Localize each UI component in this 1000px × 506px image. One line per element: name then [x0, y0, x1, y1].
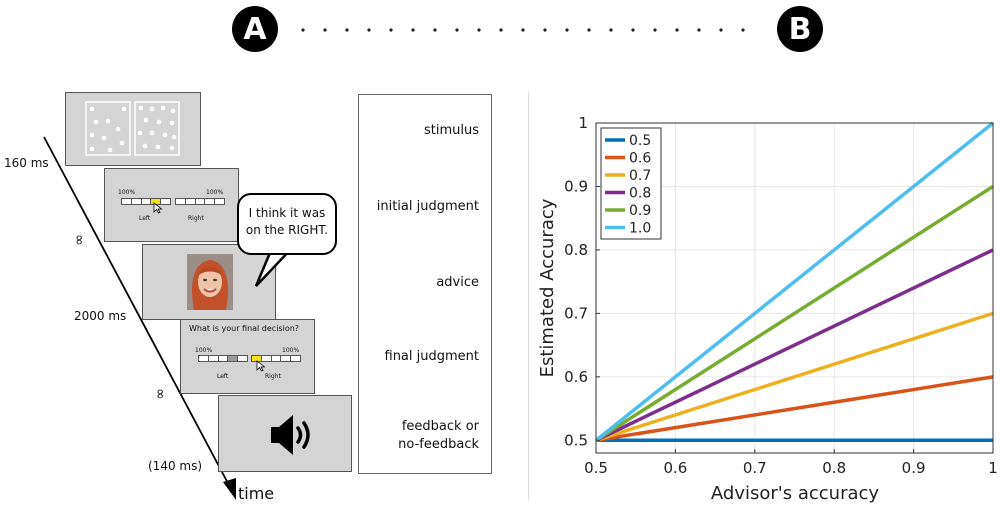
y-tick-label: 1 [578, 114, 588, 132]
feedback-screen [218, 395, 352, 472]
series-line-0.9 [595, 184, 994, 442]
speaker-icon [271, 415, 310, 455]
stage-stimulus: stimulus [423, 123, 479, 138]
series-line-0.7 [595, 311, 994, 442]
advice-text-line-1: I think it was [248, 206, 326, 220]
advice-speech-bubble: I think it was on the RIGHT. [237, 193, 337, 255]
advisor-face-icon [187, 254, 233, 310]
y-tick-label: 0.5 [564, 431, 588, 449]
left-confidence-scale[interactable] [121, 198, 171, 205]
timing-stimulus: 160 ms [4, 156, 49, 170]
cursor-icon [153, 202, 163, 214]
legend-label: 0.9 [629, 203, 651, 219]
selected-scale-cell [151, 199, 162, 204]
stage-labels-box: stimulus initial judgment advice final j… [358, 94, 492, 474]
y-tick-label: 0.9 [564, 177, 588, 195]
legend-label: 0.8 [629, 186, 651, 202]
timing-advice: 2000 ms [74, 309, 127, 323]
final-left-side-label: Left [217, 373, 229, 380]
left-side-label: Left [139, 215, 151, 222]
x-tick-label: 1 [988, 459, 998, 477]
final-right-confidence-label: 100% [282, 347, 300, 354]
chart-plot-frame [595, 122, 994, 454]
stage-initial-judgment: initial judgment [376, 199, 479, 214]
y-axis-label: Estimated Accuracy [537, 198, 558, 377]
x-tick-label: 0.7 [743, 459, 767, 477]
advice-text-line-2: on the RIGHT. [245, 223, 329, 237]
legend-label: 0.6 [629, 151, 651, 167]
final-judgment-screen: What is your final decision? 100% 100% L… [180, 319, 315, 394]
x-tick-label: 0.9 [902, 459, 926, 477]
panel-b-badge: B [777, 6, 823, 52]
legend-label: 1.0 [629, 221, 651, 237]
right-confidence-scale[interactable] [175, 198, 225, 205]
series-line-0.8 [595, 248, 994, 442]
stage-advice: advice [436, 275, 479, 290]
x-tick-label: 0.8 [822, 459, 846, 477]
final-left-confidence-label: 100% [195, 347, 213, 354]
final-right-side-label: Right [265, 373, 281, 380]
timeline-arrow [43, 136, 236, 500]
legend-label: 0.5 [629, 133, 651, 149]
x-axis-label: Advisor's accuracy [711, 483, 879, 504]
right-confidence-label: 100% [206, 189, 224, 196]
stage-final-judgment: final judgment [384, 349, 480, 364]
initial-judgment-screen: 100% 100% Left Right [104, 168, 239, 242]
x-tick-label: 0.5 [584, 459, 608, 477]
timing-feedback: (140 ms) [148, 459, 203, 473]
time-axis-label: time [238, 484, 275, 503]
x-tick-label: 0.6 [663, 459, 687, 477]
panel-separator [528, 92, 529, 500]
right-side-label: Right [188, 215, 204, 222]
panel-connector-dots [292, 28, 762, 32]
y-tick-label: 0.8 [564, 241, 588, 259]
series-line-0.6 [595, 375, 994, 443]
legend-label: 0.7 [629, 168, 651, 184]
stage-feedback: feedback or no-feedback [398, 419, 479, 452]
advice-screen [142, 244, 276, 320]
left-confidence-label: 100% [118, 189, 136, 196]
y-tick-label: 0.6 [564, 368, 588, 386]
legend-box [600, 127, 662, 240]
series-line-1.0 [594, 121, 995, 442]
final-cursor-icon [256, 360, 266, 372]
y-tick-label: 0.7 [564, 304, 588, 322]
final-question: What is your final decision? [189, 324, 300, 333]
stimulus-screen [65, 92, 201, 166]
final-right-confidence-scale[interactable] [251, 355, 301, 362]
final-left-confidence-scale[interactable] [198, 355, 248, 362]
dot-stimulus-icon [85, 101, 180, 156]
panel-a-badge: A [232, 6, 278, 52]
